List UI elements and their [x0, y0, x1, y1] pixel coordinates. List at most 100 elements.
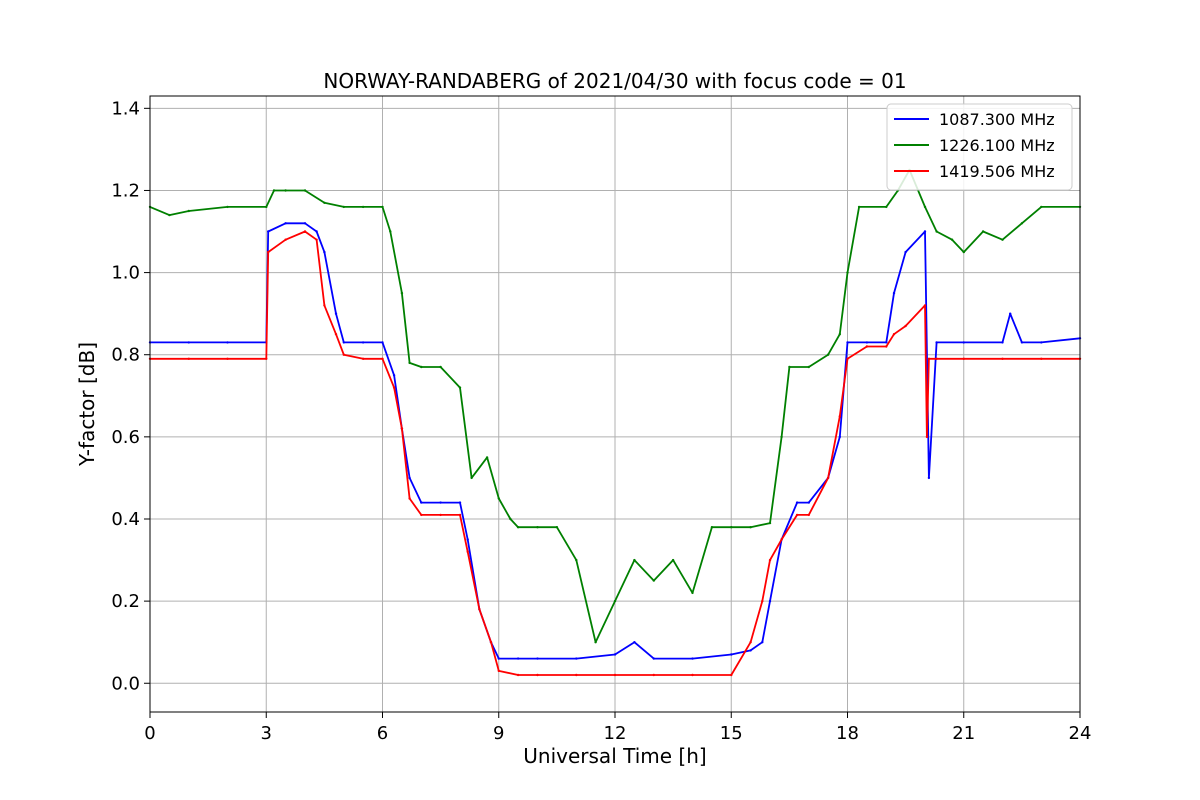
data-point — [730, 526, 733, 529]
legend-entry: 1087.300 MHz — [939, 110, 1055, 129]
data-point — [838, 333, 841, 336]
data-point — [408, 476, 411, 480]
data-point — [284, 189, 287, 192]
data-point — [904, 324, 907, 328]
data-point — [439, 501, 442, 504]
data-point — [470, 476, 473, 480]
data-point — [927, 357, 931, 360]
x-tick-label: 9 — [493, 723, 504, 744]
data-point — [381, 205, 384, 209]
data-point — [342, 341, 345, 344]
data-point — [838, 415, 841, 418]
data-point — [361, 357, 365, 360]
data-point — [187, 209, 190, 213]
data-point — [361, 341, 365, 344]
data-point — [691, 657, 694, 660]
data-point — [633, 641, 636, 644]
data-point — [516, 526, 520, 529]
data-point — [730, 653, 733, 656]
y-axis: 0.0 0.2 0.4 0.6 0.8 1.0 1.2 1.4 — [111, 98, 150, 694]
data-point — [885, 205, 888, 209]
data-point — [710, 526, 714, 529]
data-point — [536, 673, 539, 677]
y-tick-label: 0.0 — [111, 673, 140, 694]
data-point — [555, 526, 559, 529]
data-point — [935, 230, 938, 233]
data-point — [768, 599, 772, 603]
x-tick-label: 3 — [261, 723, 272, 744]
data-point — [652, 673, 655, 677]
data-point — [795, 513, 799, 517]
data-point — [768, 558, 772, 562]
data-point — [489, 641, 493, 644]
legend: 1087.300 MHz 1226.100 MHz 1419.506 MHz — [886, 103, 1073, 191]
data-point — [458, 501, 462, 504]
data-point — [749, 641, 752, 644]
data-point — [807, 513, 810, 517]
data-point — [458, 386, 462, 389]
data-point — [761, 599, 764, 603]
data-point — [1020, 222, 1024, 225]
data-point — [400, 427, 404, 430]
y-tick-label: 0.2 — [111, 591, 140, 612]
data-point — [927, 476, 931, 480]
data-point — [400, 291, 404, 295]
data-point — [613, 599, 617, 603]
data-point — [652, 657, 655, 660]
data-point — [780, 435, 783, 439]
data-point — [323, 201, 326, 204]
data-point — [420, 501, 423, 504]
data-point — [315, 238, 318, 241]
data-point — [342, 205, 345, 209]
data-point — [846, 271, 849, 274]
data-point — [381, 341, 384, 344]
data-point — [904, 250, 907, 254]
y-tick-label: 0.6 — [111, 427, 140, 448]
data-point — [361, 205, 365, 209]
data-point — [885, 345, 888, 348]
y-tick-label: 0.8 — [111, 345, 140, 366]
data-point — [1040, 341, 1043, 344]
data-point — [187, 357, 190, 360]
data-point — [780, 538, 783, 541]
data-point — [497, 669, 500, 673]
data-point — [1001, 357, 1004, 360]
data-point — [168, 213, 171, 217]
data-point — [478, 608, 481, 611]
data-point — [633, 558, 636, 562]
data-point — [466, 550, 469, 553]
data-point — [1001, 341, 1004, 344]
data-point — [795, 501, 799, 504]
data-point — [613, 673, 617, 677]
data-point — [749, 526, 752, 529]
data-point — [497, 497, 500, 500]
data-point — [485, 456, 489, 459]
data-point — [826, 476, 830, 480]
data-point — [497, 657, 500, 660]
data-point — [226, 341, 229, 344]
data-point — [1009, 312, 1012, 315]
data-point — [536, 526, 539, 529]
data-point — [267, 230, 270, 233]
data-point — [768, 521, 772, 525]
data-point — [323, 304, 326, 307]
data-point — [267, 250, 270, 254]
data-point — [865, 345, 869, 348]
data-point — [962, 250, 965, 254]
data-point — [807, 501, 810, 504]
data-point — [334, 333, 338, 336]
legend-entry: 1226.100 MHz — [939, 136, 1055, 155]
data-point — [536, 657, 539, 660]
data-point — [334, 312, 338, 315]
data-point — [389, 230, 392, 233]
data-point — [846, 341, 849, 344]
legend-entry: 1419.506 MHz — [939, 162, 1055, 181]
data-point — [865, 341, 869, 344]
data-point — [671, 558, 675, 562]
data-point — [935, 357, 938, 360]
y-tick-label: 1.4 — [111, 98, 140, 119]
data-point — [323, 250, 326, 254]
data-point — [575, 673, 578, 677]
data-point — [1040, 357, 1043, 360]
data-point — [652, 579, 655, 582]
